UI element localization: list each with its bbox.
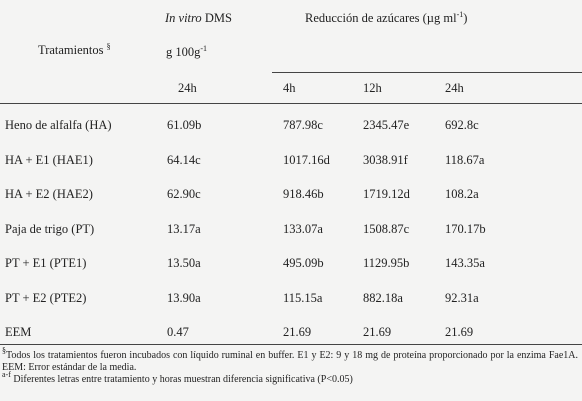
- footnote-mark: §: [2, 346, 6, 355]
- treatments-label: Tratamientos: [38, 43, 104, 57]
- cell: 133.07a: [283, 221, 323, 236]
- time-header: 4h: [283, 81, 296, 95]
- table-bottom-rule: [0, 344, 582, 345]
- cell: 2345.47e: [363, 118, 410, 132]
- cell: 118.67a: [445, 152, 485, 167]
- time-header: 24h: [445, 81, 464, 95]
- cell: 115.15a: [283, 290, 323, 305]
- cell: 170.17b: [445, 221, 486, 236]
- cell: 692.8c: [445, 118, 479, 132]
- footnote-mark: a-f: [2, 370, 11, 379]
- cell: 1508.87c: [363, 221, 410, 236]
- row-label: Heno de alfalfa (HA): [5, 118, 112, 132]
- cell: 918.46b: [283, 187, 324, 201]
- cell: 1129.95b: [363, 256, 410, 270]
- dms-header: In vitro DMS: [165, 11, 232, 25]
- cell: 13.17a: [167, 221, 201, 236]
- treatments-sup: §: [106, 42, 111, 51]
- cell: 13.90a: [167, 290, 201, 305]
- row-label: PT + E1 (PTE1): [5, 256, 87, 270]
- cell: 0.47: [167, 325, 189, 339]
- cell: 3038.91f: [363, 152, 408, 167]
- cell: 495.09b: [283, 256, 324, 270]
- dms-label: DMS: [204, 11, 232, 25]
- cell: 62.90c: [167, 187, 201, 201]
- cell: 143.35a: [445, 256, 485, 270]
- cell: 787.98c: [283, 118, 323, 132]
- footnote: §Todos los tratamientos fueron incubados…: [2, 347, 578, 374]
- sugar-suffix: ): [463, 11, 468, 25]
- time-header: 12h: [363, 81, 382, 95]
- footnote-text: Todos los tratamientos fueron incubados …: [2, 350, 578, 373]
- unit-sup: -1: [200, 44, 208, 53]
- cell: 64.14c: [167, 152, 201, 167]
- cell: 882.18a: [363, 290, 403, 305]
- row-label: HA + E2 (HAE2): [5, 187, 93, 201]
- footnote: a-f Diferentes letras entre tratamiento …: [2, 371, 578, 386]
- cell: 108.2a: [445, 187, 479, 201]
- treatments-header: Tratamientos §: [38, 42, 111, 58]
- unit-header: g 100g-1: [166, 44, 208, 60]
- cell: 13.50a: [167, 256, 201, 270]
- sugar-header: Reducción de azúcares (µg ml-1): [305, 10, 468, 26]
- time-header: 24h: [178, 81, 197, 95]
- header-rule: [272, 72, 582, 73]
- sugar-label: Reducción de azúcares (µg ml: [305, 11, 457, 25]
- cell: 21.69: [283, 325, 312, 339]
- row-label: Paja de trigo (PT): [5, 221, 95, 236]
- sugar-sup: -1: [456, 10, 464, 19]
- header-bottom-rule: [0, 103, 582, 104]
- footnote-text: Diferentes letras entre tratamiento y ho…: [13, 374, 353, 385]
- row-label: HA + E1 (HAE1): [5, 152, 93, 167]
- cell: 92.31a: [445, 290, 479, 305]
- dms-italic: In vitro: [165, 11, 202, 25]
- cell: 1719.12d: [363, 187, 410, 201]
- unit-label: g 100g: [166, 45, 201, 59]
- cell: 21.69: [445, 325, 474, 339]
- row-label: PT + E2 (PTE2): [5, 290, 87, 305]
- row-label: EEM: [5, 325, 32, 339]
- cell: 1017.16d: [283, 152, 330, 167]
- cell: 61.09b: [167, 118, 202, 132]
- cell: 21.69: [363, 325, 392, 339]
